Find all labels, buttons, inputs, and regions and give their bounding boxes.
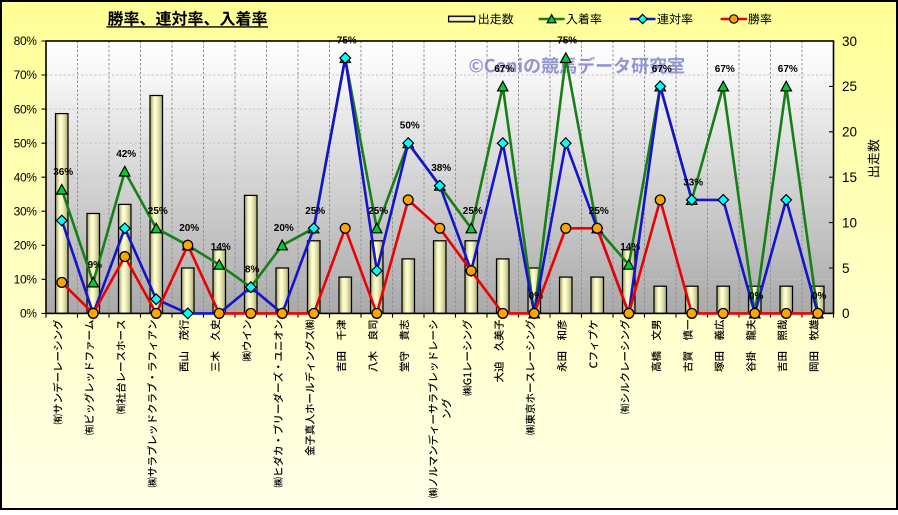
svg-text:40%: 40% — [14, 170, 38, 184]
svg-text:10: 10 — [842, 215, 857, 230]
svg-text:36%: 36% — [53, 167, 73, 178]
svg-text:0: 0 — [842, 306, 850, 321]
svg-text:0%: 0% — [20, 307, 37, 321]
svg-text:15: 15 — [842, 170, 857, 185]
svg-text:67%: 67% — [715, 64, 735, 75]
svg-text:30%: 30% — [14, 204, 38, 218]
svg-text:70%: 70% — [14, 68, 38, 82]
svg-text:25%: 25% — [463, 206, 483, 217]
svg-text:0%: 0% — [529, 291, 544, 302]
svg-text:9%: 9% — [88, 260, 103, 271]
svg-text:25%: 25% — [589, 206, 609, 217]
svg-text:67%: 67% — [494, 64, 514, 75]
svg-text:60%: 60% — [14, 102, 38, 116]
svg-text:25%: 25% — [148, 206, 168, 217]
svg-text:10%: 10% — [14, 273, 38, 287]
svg-text:14%: 14% — [211, 242, 231, 253]
svg-text:67%: 67% — [778, 64, 798, 75]
svg-text:25%: 25% — [305, 206, 325, 217]
svg-text:20%: 20% — [274, 223, 294, 234]
svg-text:50%: 50% — [400, 121, 420, 132]
svg-text:25: 25 — [842, 79, 857, 94]
svg-text:5: 5 — [842, 261, 850, 276]
svg-text:20%: 20% — [179, 223, 199, 234]
svg-text:75%: 75% — [337, 36, 357, 47]
svg-text:14%: 14% — [620, 242, 640, 253]
svg-text:0%: 0% — [749, 291, 764, 302]
svg-text:80%: 80% — [14, 34, 38, 48]
svg-text:67%: 67% — [652, 64, 672, 75]
svg-text:75%: 75% — [557, 36, 577, 47]
svg-text:38%: 38% — [431, 163, 451, 174]
svg-text:0%: 0% — [812, 291, 827, 302]
svg-text:20%: 20% — [14, 239, 38, 253]
svg-text:8%: 8% — [245, 265, 260, 276]
svg-text:50%: 50% — [14, 136, 38, 150]
svg-text:25%: 25% — [368, 206, 388, 217]
svg-text:30: 30 — [842, 34, 857, 49]
svg-text:20: 20 — [842, 125, 857, 140]
svg-text:33%: 33% — [683, 177, 703, 188]
svg-text:42%: 42% — [116, 149, 136, 160]
